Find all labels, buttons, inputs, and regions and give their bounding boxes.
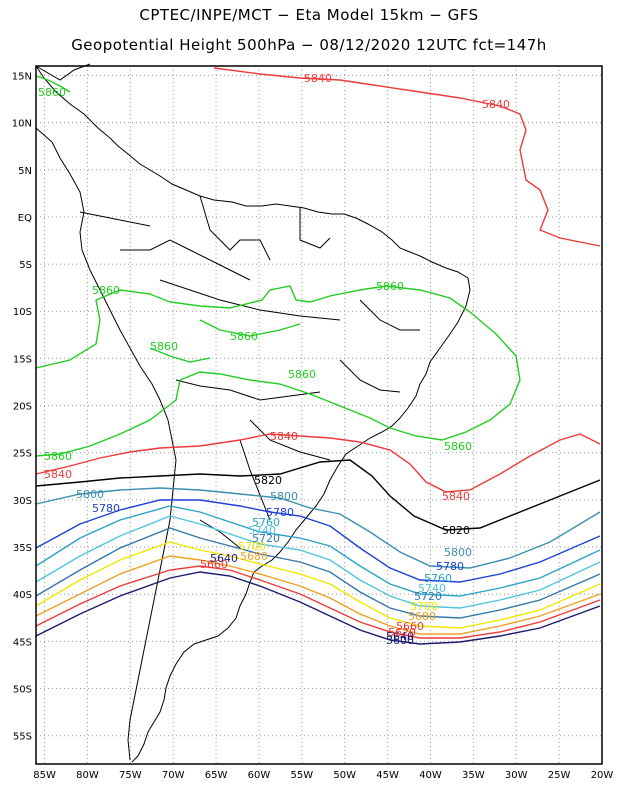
contour-label-5800: 5800 — [444, 546, 472, 559]
lat-tick-label: 5N — [18, 166, 32, 177]
contour-5840-a — [213, 67, 601, 247]
lat-tick-label: 30S — [13, 496, 32, 507]
contour-label-5760: 5760 — [252, 516, 280, 529]
lat-tick-label: 55S — [13, 732, 32, 743]
lat-tick-label: 50S — [13, 685, 32, 696]
contour-label-5820: 5820 — [254, 474, 282, 487]
south-america-coastline — [35, 63, 471, 763]
contour-5700 — [35, 541, 601, 629]
contour-label-5840: 5840 — [44, 468, 72, 481]
contour-label-5680: 5680 — [240, 550, 268, 563]
contour-label-5660: 5620 — [388, 626, 416, 639]
contour-5720 — [35, 527, 601, 619]
lat-tick-label: 5S — [19, 260, 32, 271]
contour-5860-a — [35, 75, 71, 93]
contour-5760 — [35, 505, 601, 597]
lon-tick-label: 55W — [291, 770, 314, 781]
contour-label-5700: 5700 — [238, 540, 266, 553]
contour-label-5640: 5640 — [210, 552, 238, 565]
lon-tick-label: 60W — [248, 770, 271, 781]
contour-label-5840: 5840 — [442, 490, 470, 503]
contour-5780 — [35, 499, 601, 583]
contour-label-5860: 5860 — [92, 284, 120, 297]
contour-5640 — [35, 571, 601, 645]
contour-label-5780: 5780 — [436, 560, 464, 573]
contour-labels: 5860 5860 5860 5860 5860 5860 5860 5860 5840 5840… — [38, 72, 510, 647]
contour-5680 — [35, 555, 601, 635]
contour-label-5660: 5660 — [200, 558, 228, 571]
contour-5860-d — [149, 347, 211, 363]
contour-5800 — [35, 487, 601, 569]
lon-tick-label: 75W — [119, 770, 142, 781]
contour-label-5860: 5860 — [376, 280, 404, 293]
lon-tick-label: 85W — [33, 770, 56, 781]
lat-tick-label: EQ — [18, 213, 32, 224]
lat-tick-label: 25S — [13, 449, 32, 460]
map-title-line2: Geopotential Height 500hPa − 08/12/2020 … — [71, 36, 547, 54]
contour-label-5680: 5680 — [408, 610, 436, 623]
lon-tick-label: 70W — [162, 770, 185, 781]
contour-label-5860: 5860 — [444, 440, 472, 453]
contour-label-5660: 5660 — [396, 620, 424, 633]
lon-tick-label: 25W — [548, 770, 571, 781]
contour-5860-c — [199, 319, 301, 337]
contour-label-5800: 5800 — [270, 490, 298, 503]
contour-label-5860: 5860 — [44, 450, 72, 463]
contour-5740 — [35, 515, 601, 609]
contour-label-5720: 5720 — [252, 532, 280, 545]
contour-label-5820: 5820 — [442, 524, 470, 537]
contour-5660 — [35, 565, 601, 639]
lon-tick-label: 30W — [505, 770, 528, 781]
map-frame — [35, 65, 603, 765]
lat-tick-label: 40S — [13, 590, 32, 601]
lat-tick-label: 35S — [13, 543, 32, 554]
contour-label-5840: 5840 — [270, 430, 298, 443]
contour-label-5780: 5780 — [266, 506, 294, 519]
lat-lon-grid — [36, 66, 603, 764]
contour-label-5720: 5720 — [414, 590, 442, 603]
lon-tick-label: 40W — [419, 770, 442, 781]
contour-label-5700: 5700 — [410, 600, 438, 613]
map-title-line1: CPTEC/INPE/MCT − Eta Model 15km − GFS — [139, 6, 479, 24]
contour-label-5640: 5600 — [386, 634, 414, 647]
lon-tick-label: 20W — [591, 770, 614, 781]
lon-tick-label: 50W — [333, 770, 356, 781]
contour-label-5760: 5760 — [424, 572, 452, 585]
contour-label-5740: 5740 — [248, 524, 276, 537]
contour-5840-b — [35, 433, 601, 493]
contour-label-5740: 5740 — [418, 582, 446, 595]
lat-tick-label: 15S — [13, 354, 32, 365]
axis-tick-labels: 85W 80W 75W 70W 65W 60W 55W 50W 45W 40W 35W 30W 25W 2… — [12, 71, 614, 781]
contour-label-5840: 5840 — [304, 72, 332, 85]
lat-tick-label: 20S — [13, 402, 32, 413]
lon-tick-label: 35W — [462, 770, 485, 781]
lat-tick-label: 10N — [12, 119, 32, 130]
contour-label-5800: 5800 — [76, 488, 104, 501]
contour-label-5840: 5840 — [482, 98, 510, 111]
lat-tick-label: 45S — [13, 637, 32, 648]
lat-tick-label: 15N — [12, 71, 32, 82]
contour-5820 — [35, 459, 601, 531]
contour-lines — [35, 67, 601, 645]
lon-tick-label: 65W — [205, 770, 228, 781]
contour-label-5860: 5860 — [38, 86, 66, 99]
lon-tick-label: 45W — [376, 770, 399, 781]
lon-tick-label: 80W — [76, 770, 99, 781]
contour-label-5780: 5780 — [92, 502, 120, 515]
contour-5860-b — [35, 285, 521, 457]
lat-tick-label: 10S — [13, 307, 32, 318]
contour-label-5640: 5640 — [386, 630, 414, 643]
contour-label-5860: 5860 — [288, 368, 316, 381]
contour-label-5860: 5860 — [230, 330, 258, 343]
contour-label-5860: 5860 — [150, 340, 178, 353]
